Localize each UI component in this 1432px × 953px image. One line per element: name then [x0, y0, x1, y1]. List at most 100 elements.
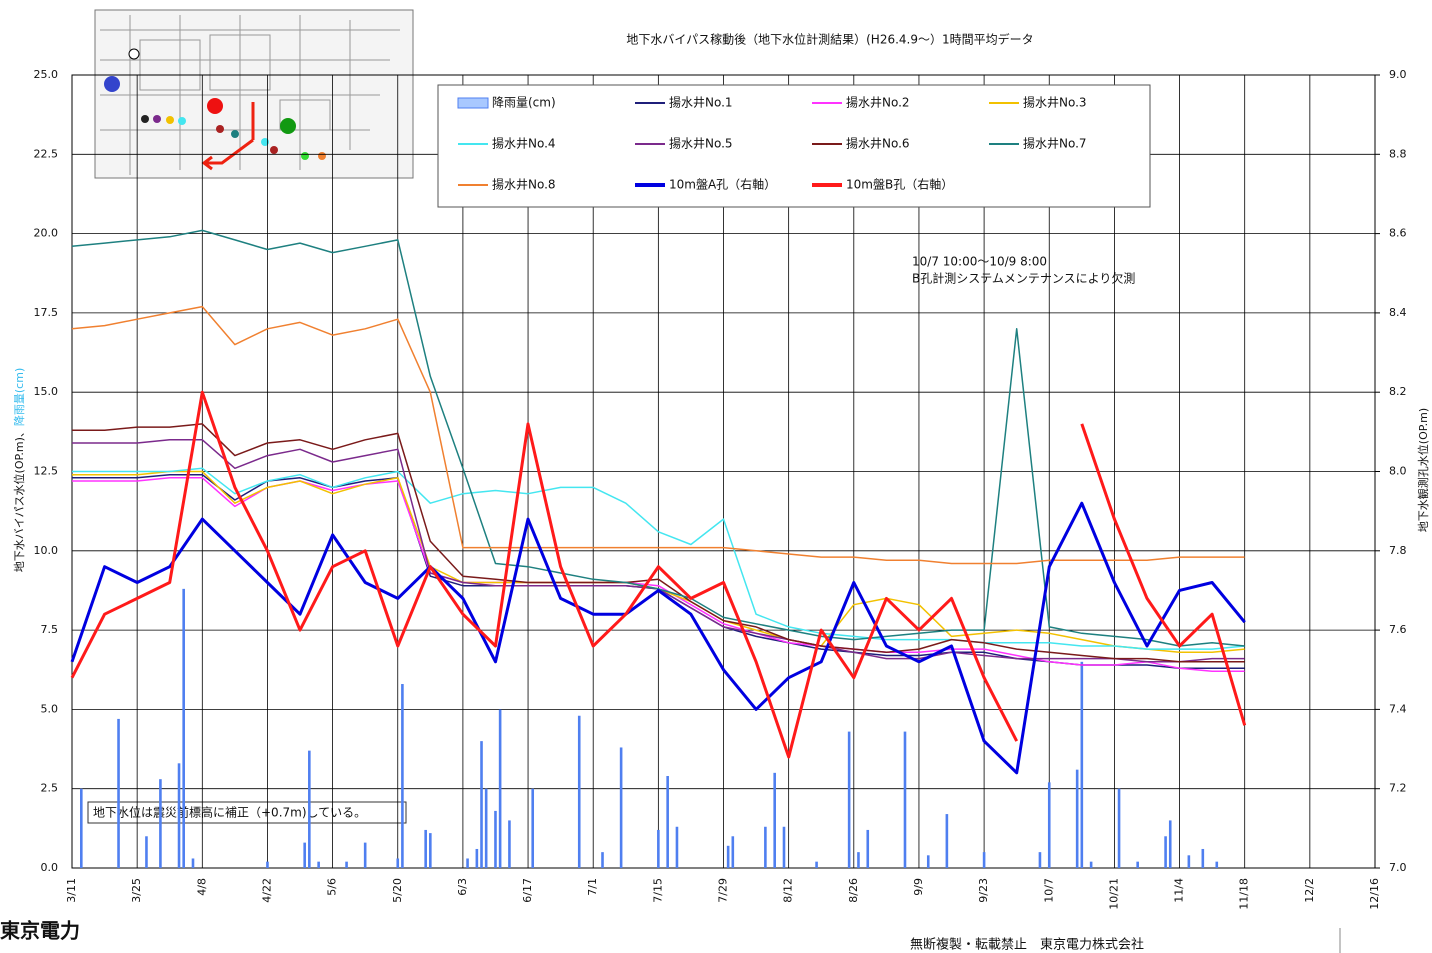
rain-bar — [191, 858, 195, 868]
rain-bar — [475, 848, 479, 868]
y-tick-label: 2.5 — [41, 782, 59, 795]
y2-tick-label: 7.4 — [1389, 702, 1407, 715]
note-box — [87, 801, 407, 824]
series-line — [72, 467, 1245, 650]
rain-bar — [926, 855, 930, 868]
y2-axis-label: 地下水観測孔水位(OP.m) — [1416, 408, 1430, 532]
rain-bar — [657, 829, 660, 868]
y2-tick-label: 7.2 — [1389, 782, 1407, 795]
rain-bar — [903, 731, 907, 868]
rain-bar — [866, 829, 870, 868]
logo: 東京電力 — [0, 919, 80, 943]
x-tick-label: 4/8 — [195, 878, 208, 896]
rain-bar — [266, 861, 269, 868]
footer: 無断複製・転載禁止 東京電力株式会社 — [910, 937, 1144, 953]
rain-bar — [1164, 836, 1167, 868]
map-dot — [166, 116, 174, 124]
map-arrow — [201, 102, 255, 171]
rain-bar — [494, 810, 497, 868]
legend-label: 揚水井No.6 — [846, 137, 910, 151]
rain-bar — [317, 861, 320, 868]
rain-bar — [401, 684, 404, 868]
rain-bar — [480, 741, 483, 868]
rain-bar — [508, 820, 511, 868]
map-dot — [231, 130, 239, 138]
rain-bar — [1187, 855, 1191, 868]
rain-bar — [675, 826, 679, 868]
map-dot — [104, 76, 120, 92]
rain-bar — [982, 852, 986, 868]
rain-bar — [1075, 769, 1079, 868]
y2-tick-label: 8.4 — [1389, 306, 1407, 319]
x-tick-label: 6/17 — [521, 878, 534, 903]
rain-bar — [619, 747, 623, 868]
legend-label: 降雨量(cm) — [492, 96, 556, 110]
rain-bar — [726, 845, 730, 868]
site-map — [94, 9, 414, 179]
x-tick-label: 8/12 — [782, 878, 795, 903]
map-lines — [100, 15, 400, 175]
y-tick-label: 22.5 — [34, 147, 59, 160]
legend-label: 揚水井No.8 — [492, 178, 556, 192]
rain-bar — [308, 750, 311, 868]
legend-label: 揚水井No.3 — [1023, 96, 1087, 110]
legend-label: 揚水井No.2 — [846, 96, 910, 110]
map-dot — [178, 117, 186, 125]
x-tick-label: 6/3 — [456, 878, 469, 896]
y-axis-label-rain: 降雨量(cm) — [12, 368, 26, 426]
y-tick-label: 20.0 — [34, 227, 59, 240]
legend-box — [437, 84, 1151, 208]
rain-bar — [424, 829, 427, 868]
series-line — [71, 305, 1245, 565]
x-tick-label: 7/1 — [586, 878, 599, 896]
annotation: B孔計測システムメンテナンスにより欠測 — [912, 271, 1135, 286]
rain-bar — [117, 718, 120, 868]
legend-label: 揚水井No.4 — [492, 137, 556, 151]
rain-bar — [815, 861, 818, 868]
rain-bar — [1117, 788, 1121, 868]
note: 地下水位は震災前標高に補正（+0.7m)している。 — [93, 805, 366, 820]
y-axis-label: 地下水バイパス水位(OP.m)、降雨量(cm) — [12, 368, 26, 573]
x-tick-label: 7/15 — [651, 878, 664, 903]
x-tick-label: 10/21 — [1107, 878, 1120, 910]
y-tick-label: 10.0 — [34, 544, 59, 557]
rain-bar — [396, 858, 400, 868]
legend-label: 揚水井No.7 — [1023, 137, 1087, 151]
y-tick-label: 7.5 — [41, 623, 59, 636]
y2-tick-label: 7.6 — [1389, 623, 1407, 636]
x-tick-label: 9/23 — [977, 878, 990, 903]
rain-bar — [345, 861, 348, 868]
x-tick-label: 5/20 — [391, 878, 404, 903]
rain-bar — [80, 788, 83, 868]
x-tick-label: 5/6 — [326, 878, 339, 896]
legend-label: 揚水井No.5 — [669, 137, 733, 151]
y-tick-label: 15.0 — [34, 385, 59, 398]
rain-bar — [945, 814, 949, 868]
x-tick-label: 8/26 — [847, 878, 860, 903]
map-dot — [270, 146, 278, 154]
rain-bar — [498, 709, 502, 868]
chart-title: 地下水バイパス稼動後（地下水位計測結果）(H26.4.9～）1時間平均データ — [626, 32, 1033, 47]
y2-tick-label: 9.0 — [1389, 68, 1407, 81]
rain-bar — [303, 842, 306, 868]
y-tick-label: 12.5 — [34, 465, 59, 478]
rain-bar — [764, 826, 767, 868]
rain-bar — [577, 715, 581, 868]
y-tick-label: 17.5 — [34, 306, 59, 319]
rain-bar — [1089, 861, 1093, 868]
rain-bar — [1047, 782, 1051, 868]
legend-label: 10m盤A孔（右軸） — [669, 177, 776, 192]
legend-swatch — [457, 97, 489, 109]
rain-bar — [1201, 848, 1205, 868]
x-tick-label: 9/9 — [912, 878, 925, 896]
series-line — [72, 423, 1245, 663]
series-line — [70, 390, 1247, 759]
y-axis-label-main: 地下水バイパス水位(OP.m)、 — [12, 426, 26, 572]
map-dot — [216, 125, 224, 133]
rain-bar — [177, 763, 181, 868]
x-tick-label: 4/22 — [260, 878, 273, 903]
map-frame — [94, 9, 414, 179]
rain-bar — [429, 833, 432, 868]
